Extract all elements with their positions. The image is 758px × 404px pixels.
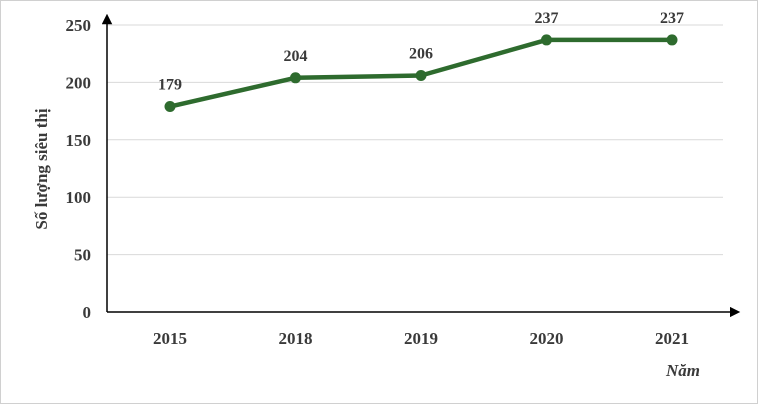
data-point	[164, 101, 176, 113]
y-tick-label: 200	[66, 73, 92, 92]
y-tick-labels: 0 50 100 150 200 250	[66, 16, 92, 322]
data-points	[164, 34, 678, 113]
data-label: 179	[158, 77, 182, 94]
y-tick-label: 150	[66, 131, 92, 150]
y-tick-label: 50	[74, 246, 91, 265]
data-point	[415, 70, 427, 82]
x-axis-title: Năm	[665, 361, 700, 380]
x-tick-label: 2019	[404, 329, 438, 348]
data-point	[290, 72, 301, 84]
data-labels: 179 204 206 237 237	[158, 10, 684, 94]
x-tick-labels: 2015 2018 2019 2020 2021	[153, 329, 689, 348]
x-tick-label: 2018	[279, 329, 313, 348]
x-tick-label: 2020	[530, 329, 564, 348]
x-tick-label: 2021	[655, 329, 689, 348]
x-tick-label: 2015	[153, 329, 187, 348]
y-tick-label: 250	[66, 16, 92, 35]
data-point	[666, 34, 678, 46]
y-tick-label: 100	[66, 188, 92, 207]
y-axis-title: Số lượng siêu thị	[32, 108, 51, 229]
y-tick-label: 0	[83, 303, 92, 322]
data-point	[541, 34, 552, 46]
data-label: 237	[660, 10, 684, 27]
data-label: 237	[535, 10, 559, 27]
data-label: 204	[284, 48, 308, 65]
gridlines	[107, 24, 723, 256]
data-label: 206	[409, 46, 433, 63]
